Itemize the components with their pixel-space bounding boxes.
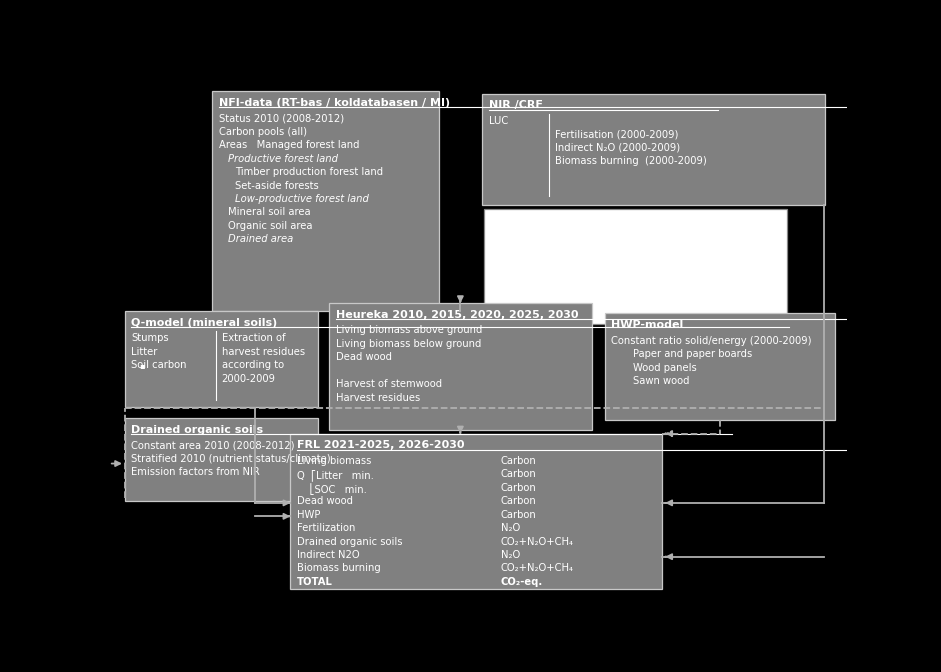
Text: Soil carbon: Soil carbon	[132, 360, 187, 370]
Text: CO₂+N₂O+CH₄: CO₂+N₂O+CH₄	[501, 563, 574, 573]
Text: Q-model (mineral soils): Q-model (mineral soils)	[132, 318, 278, 328]
Text: Emission factors from NIR: Emission factors from NIR	[132, 467, 261, 477]
Text: Dead wood: Dead wood	[297, 496, 353, 506]
FancyBboxPatch shape	[605, 314, 835, 419]
Text: Paper and paper boards: Paper and paper boards	[633, 349, 753, 360]
Text: Low-productive forest land: Low-productive forest land	[235, 194, 369, 204]
Text: Carbon: Carbon	[501, 509, 536, 519]
Text: Harvest of stemwood: Harvest of stemwood	[336, 379, 442, 389]
Text: 2000-2009: 2000-2009	[221, 374, 276, 384]
Text: Harvest residues: Harvest residues	[336, 392, 420, 403]
Text: Living biomass above ground: Living biomass above ground	[336, 325, 482, 335]
Text: Fertilization: Fertilization	[297, 523, 356, 533]
Text: Litter: Litter	[132, 347, 158, 357]
Text: harvest residues: harvest residues	[221, 347, 305, 357]
Text: TOTAL: TOTAL	[297, 577, 333, 587]
Text: Carbon: Carbon	[501, 482, 536, 493]
Text: Wood panels: Wood panels	[633, 363, 697, 373]
FancyBboxPatch shape	[125, 418, 318, 501]
Text: N₂O: N₂O	[501, 523, 519, 533]
Text: Extraction of: Extraction of	[221, 333, 285, 343]
Text: Indirect N₂O (2000-2009): Indirect N₂O (2000-2009)	[555, 142, 680, 153]
Text: Areas   Managed forest land: Areas Managed forest land	[219, 140, 359, 150]
Text: Drained organic soils: Drained organic soils	[132, 425, 263, 435]
Text: Living biomass below ground: Living biomass below ground	[336, 339, 481, 349]
FancyBboxPatch shape	[482, 93, 825, 205]
Text: ⎣SOC   min.: ⎣SOC min.	[297, 482, 367, 495]
Text: Set-aside forests: Set-aside forests	[235, 181, 319, 190]
Text: Q  ⎡Litter   min.: Q ⎡Litter min.	[297, 469, 374, 481]
Text: Stumps: Stumps	[132, 333, 169, 343]
FancyBboxPatch shape	[485, 209, 787, 324]
Text: Status 2010 (2008-2012): Status 2010 (2008-2012)	[219, 114, 344, 123]
Text: NIR /CRF: NIR /CRF	[488, 100, 543, 110]
Text: Indirect N2O: Indirect N2O	[297, 550, 359, 560]
Text: according to: according to	[221, 360, 283, 370]
Text: LUC: LUC	[488, 116, 508, 126]
Text: CO₂+N₂O+CH₄: CO₂+N₂O+CH₄	[501, 536, 574, 546]
Text: Stratified 2010 (nutrient status/climate): Stratified 2010 (nutrient status/climate…	[132, 454, 331, 464]
Text: Organic soil area: Organic soil area	[228, 221, 312, 231]
Text: HWP-model: HWP-model	[612, 321, 683, 330]
Text: Carbon: Carbon	[501, 469, 536, 479]
Text: Carbon pools (all): Carbon pools (all)	[219, 127, 307, 136]
Text: FRL 2021-2025, 2026-2030: FRL 2021-2025, 2026-2030	[297, 440, 465, 450]
Text: Biomass burning  (2000-2009): Biomass burning (2000-2009)	[555, 156, 707, 166]
Text: Dead wood: Dead wood	[336, 352, 391, 362]
Text: Mineral soil area: Mineral soil area	[228, 208, 311, 218]
Text: Drained organic soils: Drained organic soils	[297, 536, 403, 546]
Text: Heureka 2010, 2015, 2020, 2025, 2030: Heureka 2010, 2015, 2020, 2025, 2030	[336, 310, 578, 320]
Text: Drained area: Drained area	[228, 235, 294, 245]
Text: Carbon: Carbon	[501, 496, 536, 506]
Text: ▪: ▪	[139, 361, 145, 370]
FancyBboxPatch shape	[213, 91, 439, 311]
Text: Productive forest land: Productive forest land	[228, 154, 338, 163]
Text: Carbon: Carbon	[501, 456, 536, 466]
Text: Sawn wood: Sawn wood	[633, 376, 690, 386]
Text: Fertilisation (2000-2009): Fertilisation (2000-2009)	[555, 129, 678, 139]
FancyBboxPatch shape	[329, 303, 592, 430]
Text: Timber production forest land: Timber production forest land	[235, 167, 383, 177]
Text: N₂O: N₂O	[501, 550, 519, 560]
Text: Living biomass: Living biomass	[297, 456, 372, 466]
Text: Constant ratio solid/energy (2000-2009): Constant ratio solid/energy (2000-2009)	[612, 336, 812, 345]
FancyBboxPatch shape	[125, 311, 318, 407]
Text: HWP: HWP	[297, 509, 320, 519]
Text: Constant area 2010 (2008-2012): Constant area 2010 (2008-2012)	[132, 440, 295, 450]
Text: Biomass burning: Biomass burning	[297, 563, 381, 573]
Text: CO₂-eq.: CO₂-eq.	[501, 577, 543, 587]
Text: NFI-data (RT-bas / koldatabasen / MI): NFI-data (RT-bas / koldatabasen / MI)	[219, 97, 450, 108]
FancyBboxPatch shape	[291, 433, 662, 589]
